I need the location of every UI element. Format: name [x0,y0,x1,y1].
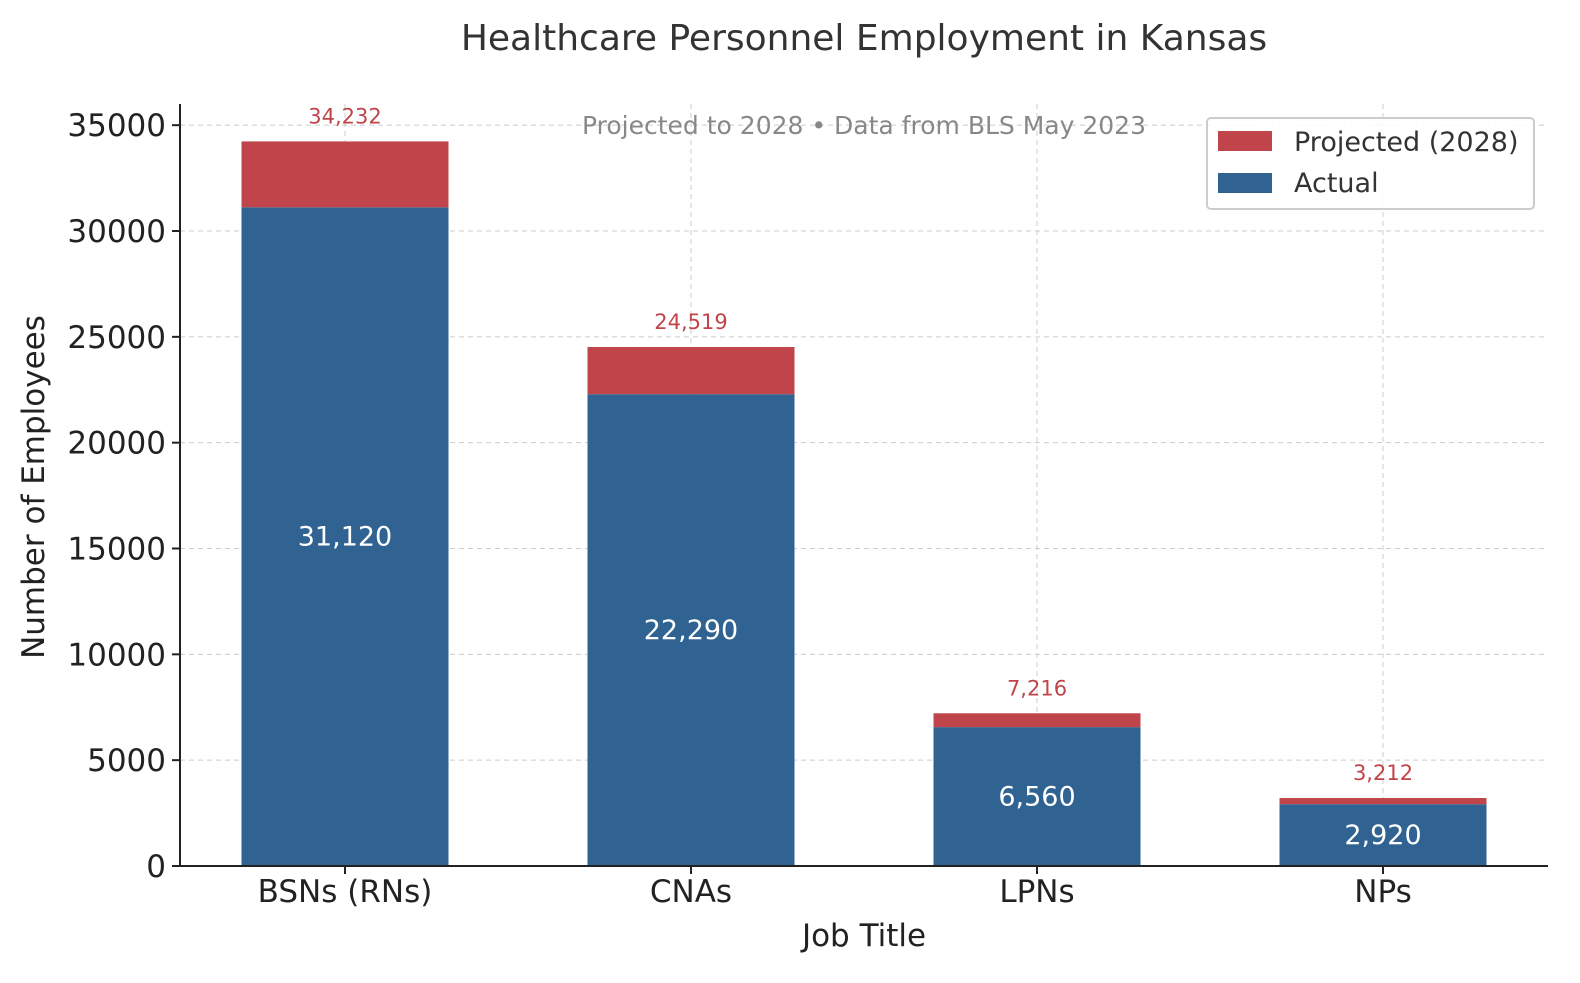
legend: Projected (2028) Actual [1206,117,1535,210]
x-tick-label: LPNs [999,874,1074,910]
bar-total-label: 34,232 [308,104,381,128]
bar-value-label: 2,920 [1344,820,1421,851]
x-tick-label: NPs [1354,874,1412,910]
x-tick-label: BSNs (RNs) [258,874,433,910]
bar-projected [1279,798,1487,805]
legend-swatch-actual [1218,173,1272,193]
bar-total-label: 3,212 [1353,761,1413,785]
y-tick-label: 15000 [67,532,166,568]
bar-projected [241,141,449,208]
bar-actual [933,727,1141,866]
y-tick-label: 25000 [67,320,166,356]
chart-title: Healthcare Personnel Employment in Kansa… [461,18,1267,59]
bar-total-label: 24,519 [654,310,727,334]
legend-label-actual: Actual [1294,168,1379,199]
legend-box [1206,117,1535,210]
bar-total-label: 7,216 [1007,676,1067,700]
chart-subtitle: Projected to 2028 • Data from BLS May 20… [582,111,1146,140]
bar-value-label: 6,560 [998,782,1075,813]
bar-actual [241,207,449,866]
y-tick-label: 5000 [87,743,166,779]
ticks-layer: 0 5000 10000 15000 20000 25000 30000 35000 BSNs … [67,108,1411,910]
y-tick-label: 20000 [67,426,166,462]
bar-value-label: 31,120 [298,522,392,553]
bar-actual [587,394,795,866]
y-tick-label: 0 [146,849,166,885]
y-tick-label: 30000 [67,214,166,250]
bar-actual [1279,804,1487,866]
bar-value-label: 22,290 [644,615,738,646]
bar-projected [933,713,1141,728]
y-axis-label: Number of Employees [16,315,52,659]
x-tick-label: CNAs [650,874,732,910]
legend-label-projected: Projected (2028) [1294,127,1519,158]
bar-projected [587,347,795,395]
y-tick-label: 35000 [67,108,166,144]
y-tick-label: 10000 [67,637,166,673]
labels-layer: 31,120 34,232 22,290 24,519 6,560 7,216 2,920 3… [298,104,1422,851]
x-axis-label: Job Title [800,918,926,954]
legend-swatch-projected [1218,131,1272,151]
bars-layer [241,141,1487,866]
